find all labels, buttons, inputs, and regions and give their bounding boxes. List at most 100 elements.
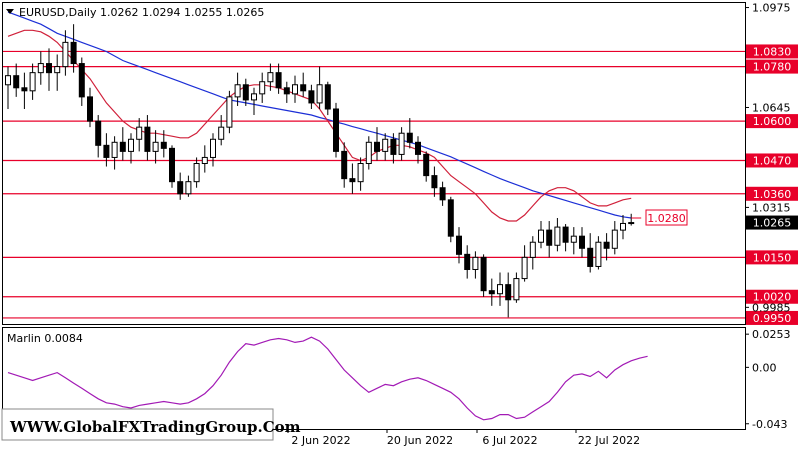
bear-candle-body [70, 41, 77, 65]
bear-candle-body [324, 84, 331, 110]
blue-ma-path [7, 11, 632, 219]
bear-candle-body [103, 144, 110, 158]
bear-candle-body [21, 87, 28, 92]
bull-candle-body [570, 235, 577, 243]
time-tick-label: 2 Jun 2022 [291, 434, 350, 447]
level-label: 1.0470 [753, 154, 792, 167]
bear-candle-body [300, 84, 307, 92]
bull-candle-body [234, 84, 241, 98]
bull-candle-body [595, 241, 602, 267]
bear-candle-body [349, 178, 356, 183]
bull-candle-body [54, 66, 61, 74]
red-ma-path [7, 29, 632, 222]
bear-candle-body [439, 187, 446, 201]
bull-candle-body [357, 163, 364, 183]
bear-candle-body [275, 72, 282, 89]
bull-candle-body [292, 84, 298, 95]
indicator-tick-label: 0.00 [752, 361, 777, 374]
bear-candle-body [587, 247, 594, 267]
bull-candle-body [554, 226, 561, 246]
time-axis: 2 Jun 2022 20 Jun 2022 6 Jul 2022 22 Jul 20… [287, 429, 640, 447]
horizontal-levels: 1.0830 1.0780 1.0600 1.0470 1.0360 1.0150 1.00… [3, 44, 798, 325]
level-label: 1.0600 [753, 115, 792, 128]
level-label: 1.0360 [753, 188, 792, 201]
bear-candle-body [177, 181, 184, 195]
bear-candle-body [87, 96, 93, 122]
bull-candle-body [398, 132, 405, 155]
bear-candle-body [242, 84, 249, 101]
bull-candle-body [185, 181, 192, 195]
bear-candle-body [488, 290, 495, 295]
bull-candle-body [497, 284, 503, 295]
bull-candle-body [521, 256, 528, 280]
level-label-box [746, 289, 798, 304]
blue-moving-average [7, 11, 632, 219]
bear-candle-body [308, 90, 315, 104]
level-label-box [746, 59, 798, 74]
bear-candle-body [456, 235, 462, 255]
bear-candle-body [144, 126, 151, 152]
bear-candle-body [119, 141, 126, 152]
price-tick-label: 1.0315 [752, 201, 791, 214]
bull-candle-body [611, 229, 618, 249]
bear-candle-body [505, 284, 512, 301]
indicator-axis: 0.0253 0.00 -0.043 [745, 328, 791, 431]
bull-candle-body [218, 126, 225, 140]
candlesticks: 1.0280 [5, 24, 688, 318]
symbol-info: EURUSD,Daily 1.0262 1.0294 1.0255 1.0265 [19, 6, 264, 19]
bear-candle-body [169, 147, 175, 183]
bull-candle-body [152, 141, 159, 152]
bull-candle-body [472, 256, 479, 270]
bear-candle-body [374, 141, 380, 152]
price-tick-label: 1.0975 [752, 2, 791, 15]
bull-candle-body [251, 93, 257, 101]
bull-candle-body [136, 126, 143, 140]
marlin-path [7, 336, 648, 421]
watermark-text: WWW.GlobalFXTradingGroup.Com [9, 418, 301, 436]
level-label-box [746, 186, 798, 201]
current-price-box [746, 215, 798, 230]
bull-candle-body [226, 96, 233, 128]
bear-candle-body [415, 141, 421, 155]
bear-candle-body [447, 199, 454, 237]
bear-candle-body [603, 241, 610, 249]
bear-candle-body [283, 87, 290, 95]
level-label: 0.9950 [753, 312, 792, 325]
bear-candle-body [480, 256, 487, 292]
red-moving-average [7, 29, 632, 222]
level-label-box [746, 44, 798, 59]
dropdown-triangle-icon[interactable] [6, 9, 14, 14]
bear-candle-body [46, 63, 52, 74]
bull-candle-body [111, 141, 118, 158]
time-tick-label: 6 Jul 2022 [482, 434, 537, 447]
bear-candle-body [78, 63, 85, 98]
level-label: 1.0830 [753, 45, 792, 58]
bull-candle-body [529, 241, 536, 258]
bull-candle-body [37, 63, 44, 74]
bear-candle-body [406, 132, 413, 143]
bear-candle-body [562, 226, 569, 243]
bull-candle-body [193, 163, 200, 183]
level-label-box [746, 114, 798, 129]
marlin-line [7, 336, 648, 421]
current-price-label: 1.0265 [753, 217, 792, 230]
bear-candle-body [160, 141, 167, 149]
bear-candle-body [579, 235, 585, 249]
price-tick-label: 1.0645 [752, 101, 791, 114]
bull-candle-body [620, 222, 626, 231]
bear-candle-body [95, 120, 102, 146]
bull-candle-body [201, 156, 208, 164]
price-tick-label: 0.9985 [752, 301, 791, 314]
bull-candle-body [210, 138, 216, 158]
bull-candle-body [513, 278, 520, 301]
bear-candle-body [13, 75, 20, 89]
indicator-tick-label: -0.043 [752, 418, 787, 431]
price-axis: 1.0975 1.0645 1.0315 0.9985 1.0265 [745, 2, 798, 314]
bull-candle-body [62, 41, 69, 68]
bull-candle-body [538, 229, 544, 243]
level-label-box [746, 250, 798, 265]
level-label-box [746, 310, 798, 325]
marked-level-label: 1.0280 [647, 212, 686, 225]
bull-candle-body [128, 138, 134, 152]
